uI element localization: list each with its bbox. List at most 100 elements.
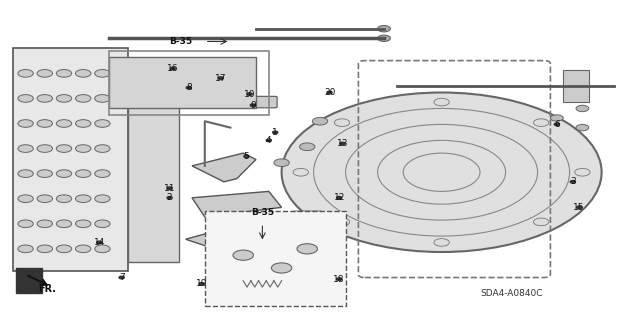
- Text: 13: 13: [337, 139, 348, 148]
- Circle shape: [76, 170, 91, 177]
- Circle shape: [199, 283, 204, 285]
- Circle shape: [554, 123, 559, 126]
- Circle shape: [95, 245, 110, 253]
- Text: 19: 19: [196, 279, 207, 288]
- Text: 7: 7: [119, 273, 124, 282]
- Circle shape: [56, 195, 72, 203]
- Text: 12: 12: [333, 193, 345, 202]
- Circle shape: [334, 218, 349, 226]
- Circle shape: [266, 139, 271, 142]
- Circle shape: [534, 119, 549, 126]
- Circle shape: [119, 276, 124, 279]
- Circle shape: [56, 245, 72, 253]
- Circle shape: [37, 70, 52, 77]
- Text: 15: 15: [573, 203, 585, 212]
- Text: 5: 5: [244, 152, 249, 161]
- Circle shape: [95, 195, 110, 203]
- Circle shape: [37, 120, 52, 127]
- FancyBboxPatch shape: [205, 211, 346, 306]
- Circle shape: [378, 26, 390, 32]
- Text: 17: 17: [215, 74, 227, 83]
- Text: FR.: FR.: [38, 284, 56, 294]
- Text: 3: 3: [570, 177, 575, 186]
- Circle shape: [18, 195, 33, 203]
- Circle shape: [576, 124, 589, 131]
- Text: 9: 9: [250, 101, 255, 110]
- Circle shape: [337, 278, 342, 280]
- Circle shape: [18, 145, 33, 152]
- Circle shape: [76, 70, 91, 77]
- Circle shape: [37, 195, 52, 203]
- Circle shape: [97, 241, 102, 244]
- Text: 6: 6: [554, 120, 559, 129]
- FancyBboxPatch shape: [292, 211, 322, 223]
- Circle shape: [37, 220, 52, 227]
- Circle shape: [37, 170, 52, 177]
- Text: 1: 1: [273, 128, 278, 137]
- Circle shape: [170, 67, 175, 70]
- Circle shape: [274, 159, 289, 167]
- Text: 10: 10: [244, 90, 255, 99]
- Circle shape: [378, 35, 390, 41]
- Text: SDA4-A0840C: SDA4-A0840C: [481, 289, 543, 298]
- Circle shape: [37, 95, 52, 102]
- Circle shape: [534, 218, 549, 226]
- Circle shape: [18, 70, 33, 77]
- Circle shape: [273, 131, 278, 134]
- Circle shape: [576, 105, 589, 112]
- Circle shape: [297, 244, 317, 254]
- Circle shape: [95, 70, 110, 77]
- Polygon shape: [109, 57, 256, 108]
- Circle shape: [95, 170, 110, 177]
- Circle shape: [37, 145, 52, 152]
- Circle shape: [340, 142, 345, 145]
- Circle shape: [282, 93, 602, 252]
- Bar: [13, 48, 128, 271]
- Circle shape: [550, 115, 563, 121]
- Circle shape: [434, 98, 449, 106]
- Circle shape: [56, 70, 72, 77]
- Circle shape: [95, 120, 110, 127]
- Circle shape: [570, 181, 575, 183]
- Circle shape: [76, 245, 91, 253]
- Text: 8: 8: [186, 83, 191, 92]
- Circle shape: [244, 155, 249, 158]
- Circle shape: [95, 145, 110, 152]
- FancyBboxPatch shape: [248, 96, 277, 108]
- Circle shape: [18, 245, 33, 253]
- Circle shape: [186, 86, 191, 89]
- Text: 18: 18: [333, 275, 345, 284]
- Circle shape: [18, 120, 33, 127]
- Polygon shape: [192, 191, 282, 217]
- Circle shape: [18, 95, 33, 102]
- Circle shape: [56, 220, 72, 227]
- Text: 16: 16: [167, 64, 179, 73]
- Circle shape: [334, 119, 349, 126]
- Circle shape: [218, 77, 223, 79]
- Circle shape: [56, 170, 72, 177]
- Circle shape: [95, 95, 110, 102]
- Circle shape: [76, 195, 91, 203]
- Polygon shape: [192, 153, 256, 182]
- Text: 11: 11: [164, 184, 175, 193]
- Circle shape: [18, 170, 33, 177]
- Bar: [128, 70, 179, 262]
- Circle shape: [18, 220, 33, 227]
- Circle shape: [312, 117, 328, 125]
- Circle shape: [271, 263, 292, 273]
- Text: 2: 2: [167, 193, 172, 202]
- Text: 4: 4: [266, 136, 271, 145]
- Circle shape: [76, 220, 91, 227]
- Circle shape: [37, 245, 52, 253]
- Circle shape: [434, 239, 449, 246]
- Circle shape: [56, 120, 72, 127]
- Circle shape: [56, 145, 72, 152]
- Circle shape: [300, 143, 315, 151]
- Circle shape: [76, 95, 91, 102]
- Circle shape: [233, 250, 253, 260]
- Circle shape: [247, 93, 252, 95]
- Circle shape: [56, 95, 72, 102]
- Circle shape: [95, 220, 110, 227]
- Circle shape: [76, 145, 91, 152]
- Text: B-35: B-35: [251, 208, 274, 217]
